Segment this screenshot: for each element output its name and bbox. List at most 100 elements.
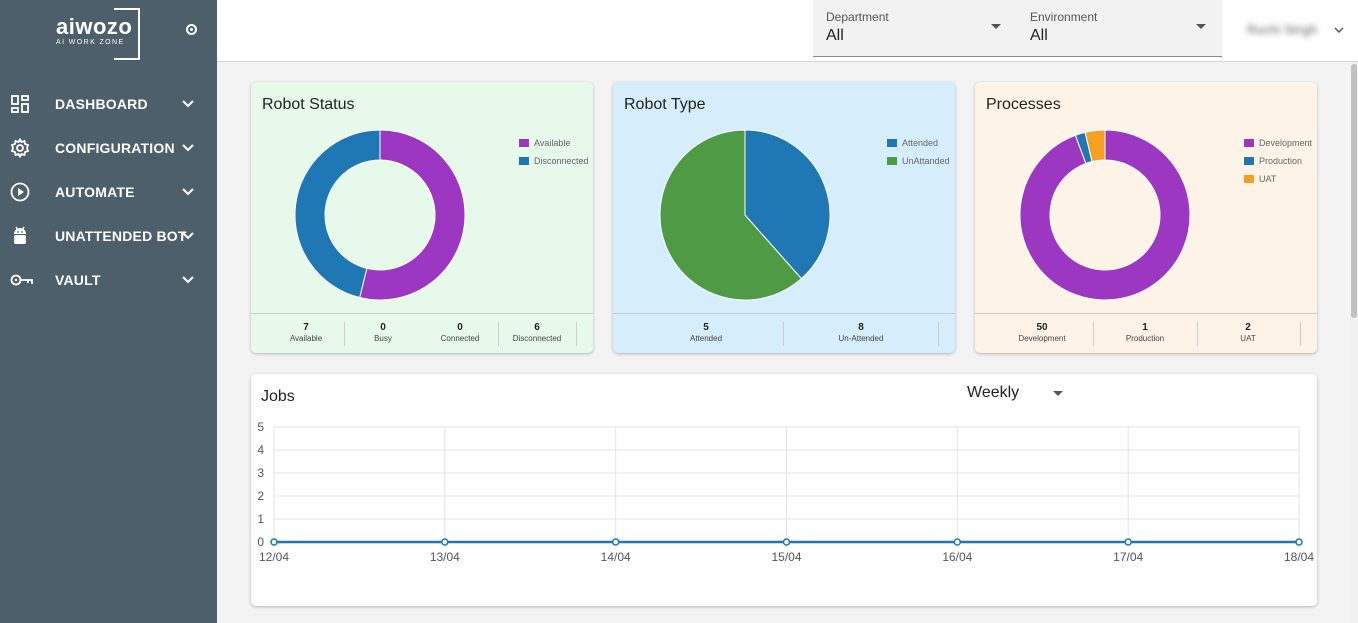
pie-slice-development[interactable] [1019,129,1191,301]
robot-type-stats: 5 Attended 8 Un-Attended [613,313,955,353]
sidebar-item-vault[interactable]: VAULT [0,258,217,302]
department-label: Department [826,10,889,24]
caret-down-icon [991,24,1001,29]
chevron-down-icon [182,276,194,284]
x-tick-label: 17/04 [1113,550,1143,564]
stat-value: 5 [703,322,709,333]
logo-frame [114,8,140,60]
jobs-data-point[interactable] [1295,538,1303,546]
stat-value: 6 [534,322,540,333]
jobs-data-point[interactable] [270,538,278,546]
stat-uat: 2 UAT [1213,322,1283,343]
stat-label: UAT [1240,334,1256,343]
stat-development: 50 Development [1007,322,1077,343]
sidebar-nav: DASHBOARD CONFIGURATION AUTOMATE UNATTEN… [0,82,217,302]
robot-status-legend: Available Disconnected [519,134,589,170]
pie-slice-disconnected[interactable] [294,129,381,299]
jobs-data-point[interactable] [782,538,791,546]
sidebar-item-label: AUTOMATE [55,184,135,200]
user-name: Ruchi Singh [1247,22,1318,37]
legend-item-available[interactable]: Available [519,134,589,152]
stat-busy: 0 Busy [348,322,418,343]
dashboard-icon [10,94,30,114]
top-bar: Department All Environment All Ruchi Sin… [217,0,1358,62]
x-tick-label: 12/04 [259,550,289,564]
environment-select[interactable]: Environment All [1017,0,1222,57]
stat-label: Disconnected [512,334,562,343]
sidebar-item-dashboard[interactable]: DASHBOARD [0,82,217,126]
caret-down-icon [1053,391,1063,396]
jobs-data-point[interactable] [611,538,620,546]
legend-swatch [1244,139,1254,147]
legend-item-production[interactable]: Production [1244,152,1312,170]
chevron-down-icon [1334,27,1344,34]
jobs-line-chart: 0 1 2 3 4 5 12/04 13/04 14/04 15/04 16/04 17/04 18/0… [257,420,1314,564]
sidebar-pin-toggle[interactable] [186,24,197,35]
stat-value: 7 [303,322,309,333]
stat-unattended: 8 Un-Attended [826,322,896,343]
chevron-down-icon [182,188,194,196]
legend-item-disconnected[interactable]: Disconnected [519,152,589,170]
stat-label: Connected [440,334,480,343]
pie-slice-unattanded[interactable] [659,129,803,301]
stat-value: 2 [1245,322,1251,333]
robot-type-pie-chart [659,129,831,301]
x-tick-label: 16/04 [942,550,972,564]
department-value: All [826,27,844,44]
processes-stats: 50 Development 1 Production 2 UAT [975,313,1317,353]
legend-label: Attended [902,138,939,148]
pie-slice-attended[interactable] [744,129,831,280]
stat-label: Production [1125,334,1165,343]
legend-label: Disconnected [534,156,589,166]
y-tick-label: 4 [257,443,264,457]
stat-divider [1093,322,1094,346]
key-icon [10,270,34,290]
sidebar-item-label: DASHBOARD [55,96,148,112]
caret-down-icon [1196,24,1206,29]
jobs-data-point[interactable] [953,538,962,546]
legend-swatch [887,157,897,165]
sidebar-item-configuration[interactable]: CONFIGURATION [0,126,217,170]
legend-label: Production [1259,156,1303,166]
period-select[interactable]: Weekly [967,384,1077,406]
pie-slice-available[interactable] [359,129,466,301]
sidebar-item-automate[interactable]: AUTOMATE [0,170,217,214]
stat-divider [938,322,939,346]
legend-swatch [887,139,897,147]
jobs-data-point[interactable] [1124,538,1132,546]
y-tick-label: 1 [257,512,264,526]
play-circle-icon [10,182,30,202]
y-tick-label: 2 [257,489,264,503]
legend-item-attended[interactable]: Attended [887,134,950,152]
user-menu[interactable]: Ruchi Singh [1247,20,1347,42]
pie-slice-uat[interactable] [1084,129,1106,163]
robot-status-card: Robot Status Available Disconnected 7 Ava… [251,82,593,353]
stat-divider [344,322,345,346]
stat-divider [783,322,784,346]
environment-value: All [1030,27,1048,44]
stat-value: 1 [1142,322,1148,333]
stat-divider [498,322,499,346]
logo-tagline: AI WORK ZONE [56,39,125,46]
stat-production: 1 Production [1110,322,1180,343]
legend-item-uat[interactable]: UAT [1244,170,1312,188]
stat-value: 50 [1036,322,1048,333]
legend-item-development[interactable]: Development [1244,134,1312,152]
processes-title: Processes [986,96,1061,113]
processes-legend: Development Production UAT [1244,134,1312,188]
processes-card: Processes Development Production UAT 50 D… [975,82,1317,353]
legend-swatch [519,157,529,165]
department-select[interactable]: Department All [813,0,1017,57]
legend-item-unattended[interactable]: UnAttanded [887,152,950,170]
jobs-data-point[interactable] [441,538,449,546]
aiwozo-logo[interactable]: aiwozo AI WORK ZONE [52,8,142,62]
scrollbar-thumb[interactable] [1351,64,1357,318]
sidebar-item-unattended-bot[interactable]: UNATTENDED BOT [0,214,217,258]
x-tick-label: 18/04 [1284,550,1314,564]
logo-name: aiwozo [56,14,133,39]
page-scrollbar[interactable] [1350,62,1358,623]
stat-value: 0 [457,322,463,333]
legend-label: Development [1259,138,1313,148]
robot-type-card: Robot Type Attended UnAttanded 5 Attended… [613,82,955,353]
y-tick-label: 5 [257,420,264,434]
